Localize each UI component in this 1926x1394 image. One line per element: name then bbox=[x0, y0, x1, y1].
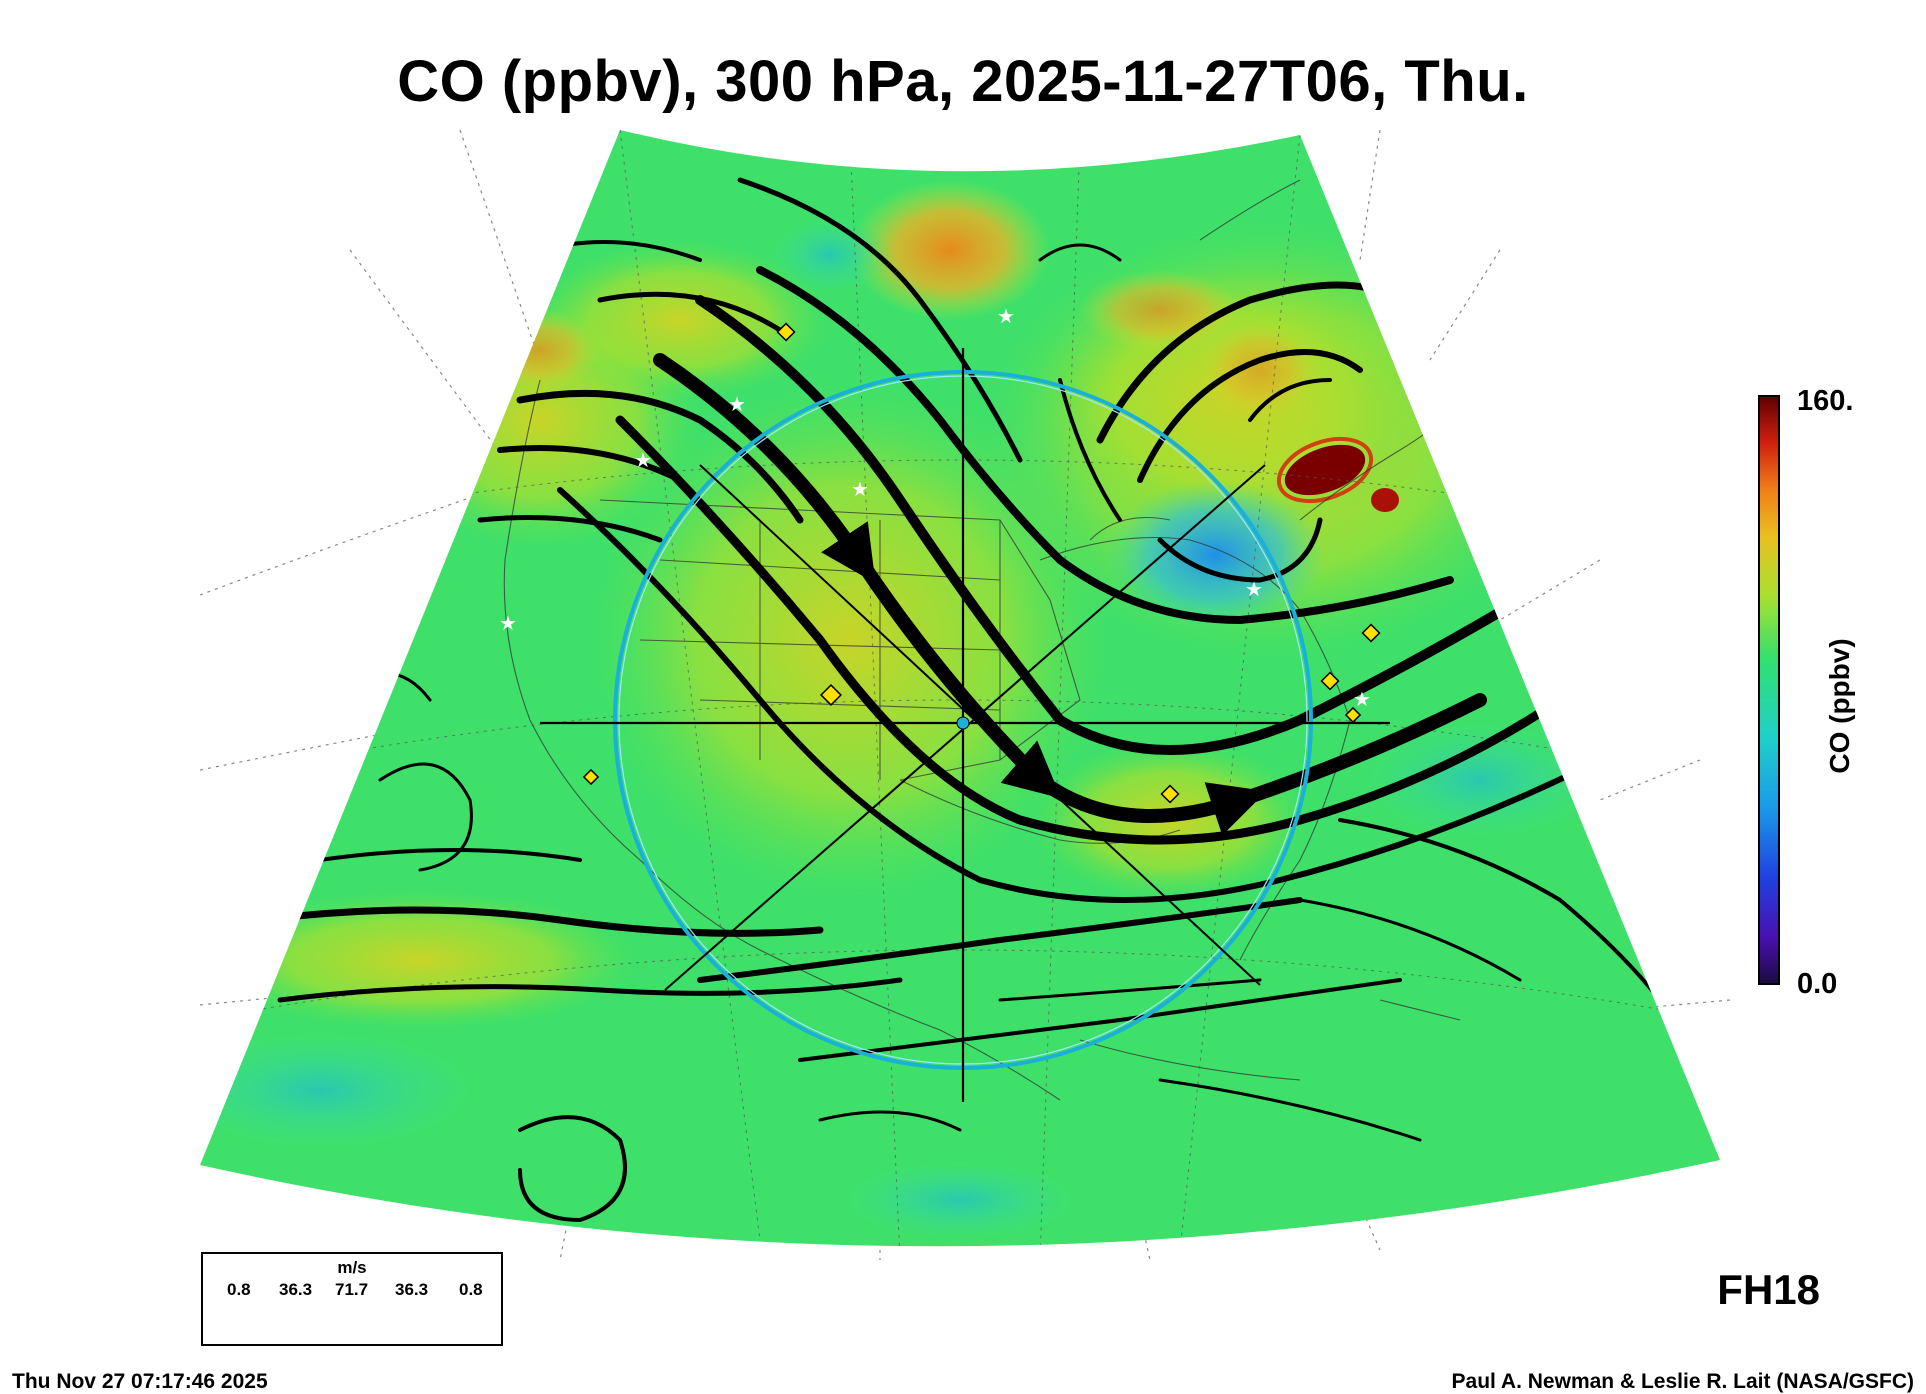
site-diamond bbox=[582, 768, 600, 786]
site-star: ★ bbox=[499, 611, 517, 635]
legend-value: 0.8 bbox=[227, 1280, 251, 1299]
crosshair-diag-se bbox=[699, 464, 1261, 986]
legend-value: 36.3 bbox=[279, 1280, 313, 1299]
colorbar-max-label: 160. bbox=[1797, 385, 1854, 417]
site-diamond bbox=[1160, 784, 1180, 804]
site-star: ★ bbox=[1469, 524, 1487, 548]
site-diamond bbox=[1320, 671, 1340, 691]
chart-title: CO (ppbv), 300 hPa, 2025-11-27T06, Thu. bbox=[397, 49, 1529, 114]
timestamp: Thu Nov 27 07:17:46 2025 bbox=[12, 1370, 268, 1393]
site-diamond bbox=[1361, 623, 1381, 643]
site-star: ★ bbox=[1353, 687, 1371, 711]
site-star: ★ bbox=[728, 392, 746, 416]
legend-unit: m/s bbox=[337, 1258, 367, 1277]
site-diamond bbox=[776, 322, 796, 342]
site-star: ★ bbox=[634, 448, 652, 472]
colorbar-min-label: 0.0 bbox=[1797, 968, 1838, 1000]
site-diamond bbox=[820, 684, 842, 706]
legend-value: 36.3 bbox=[395, 1280, 429, 1299]
forecast-hour-label: FH18 bbox=[1717, 1266, 1820, 1313]
range-ring-group bbox=[540, 348, 1390, 1102]
ring-center bbox=[956, 716, 970, 730]
wind-speed-legend: m/s 0.8 36.3 71.7 36.3 0.8 bbox=[201, 1252, 503, 1346]
legend-value: 71.7 bbox=[335, 1280, 369, 1299]
legend-value: 0.8 bbox=[459, 1280, 483, 1299]
site-star: ★ bbox=[851, 477, 869, 501]
colorbar-axis-label: CO (ppbv) bbox=[1824, 638, 1855, 774]
site-star: ★ bbox=[1245, 577, 1263, 601]
site-diamond bbox=[1344, 706, 1362, 724]
site-markers: ★ ★ ★ ★ ★ ★ ★ ★ bbox=[499, 304, 1487, 804]
site-star: ★ bbox=[997, 304, 1015, 328]
colorbar bbox=[1758, 395, 1780, 985]
credit: Paul A. Newman & Leslie R. Lait (NASA/GS… bbox=[1451, 1370, 1914, 1393]
